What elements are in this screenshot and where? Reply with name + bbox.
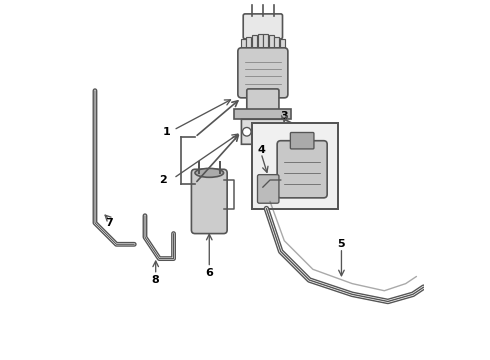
- Circle shape: [243, 127, 251, 136]
- Bar: [246, 37, 251, 59]
- Text: 6: 6: [205, 268, 213, 278]
- Bar: [252, 35, 257, 59]
- FancyBboxPatch shape: [277, 141, 327, 198]
- Polygon shape: [242, 119, 298, 144]
- Ellipse shape: [195, 168, 223, 177]
- Bar: [258, 33, 263, 59]
- Bar: [269, 35, 274, 59]
- Text: 7: 7: [105, 218, 113, 228]
- FancyBboxPatch shape: [291, 132, 314, 149]
- Text: 3: 3: [280, 111, 288, 121]
- Polygon shape: [234, 109, 292, 119]
- Circle shape: [255, 130, 264, 139]
- Text: 4: 4: [257, 145, 265, 155]
- FancyBboxPatch shape: [258, 175, 279, 203]
- Bar: [241, 39, 245, 59]
- Text: 8: 8: [152, 275, 160, 285]
- FancyBboxPatch shape: [238, 48, 288, 98]
- FancyBboxPatch shape: [243, 14, 283, 39]
- Bar: [252, 123, 338, 208]
- Bar: [263, 33, 268, 59]
- Text: 5: 5: [338, 239, 345, 249]
- FancyBboxPatch shape: [192, 169, 227, 234]
- Text: 1: 1: [163, 127, 171, 137]
- Bar: [274, 37, 279, 59]
- Bar: [280, 39, 285, 59]
- FancyBboxPatch shape: [247, 89, 279, 111]
- Text: 2: 2: [159, 175, 167, 185]
- Circle shape: [270, 126, 278, 135]
